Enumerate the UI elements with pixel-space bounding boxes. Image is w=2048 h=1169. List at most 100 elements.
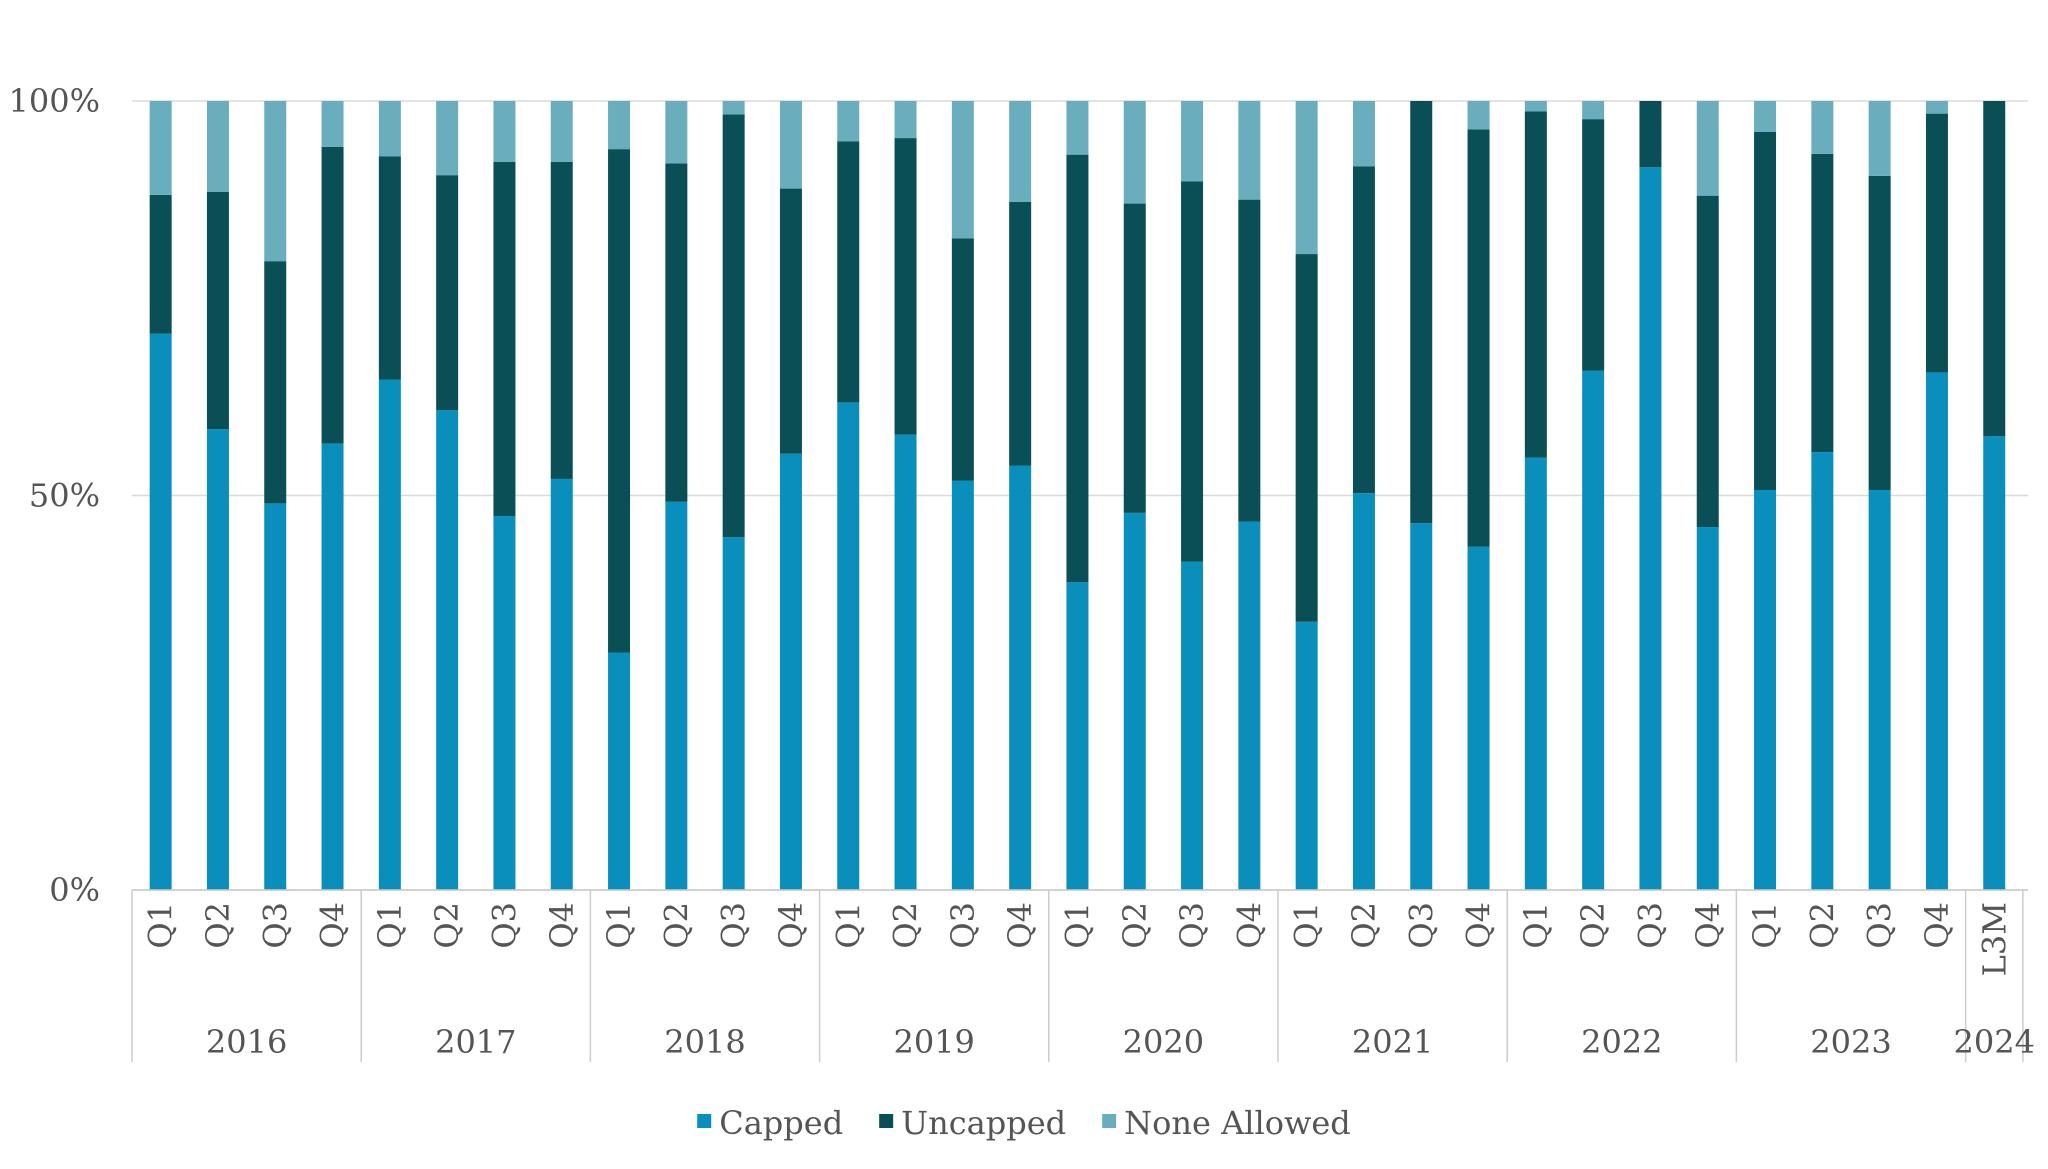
bar-segment-uncapped bbox=[321, 146, 344, 444]
bar-segment-uncapped bbox=[951, 238, 974, 481]
bar-segment-capped bbox=[206, 429, 229, 890]
bar-segment-uncapped bbox=[1925, 113, 1948, 373]
bar-segment-capped bbox=[378, 379, 401, 890]
x-tick-label: Q1 bbox=[1517, 902, 1555, 949]
bar-segment-uncapped bbox=[206, 191, 229, 430]
bar-segment-uncapped bbox=[1352, 166, 1375, 494]
bar-segment-uncapped bbox=[1467, 129, 1490, 547]
bar-segment-none-allowed bbox=[436, 101, 459, 176]
bar-segment-uncapped bbox=[1524, 111, 1547, 458]
bar-segment-uncapped bbox=[1238, 199, 1261, 522]
x-tick-label: Q4 bbox=[314, 902, 352, 949]
axes: 0% 50% 100% Q1 Q2 Q3 Q4 Q1 Q2 Q3 Q4 Q1 Q2 Q3 Q4 Q1 Q2 Q3 Q… bbox=[9, 82, 2035, 1062]
bar-segment-capped bbox=[1238, 521, 1261, 890]
bar-segment-none-allowed bbox=[1754, 101, 1777, 132]
bar-segment-none-allowed bbox=[493, 101, 516, 162]
bar-segment-capped bbox=[779, 453, 802, 890]
bar-segment-none-allowed bbox=[894, 101, 917, 139]
bar-segment-none-allowed bbox=[608, 101, 631, 150]
bar-segment-none-allowed bbox=[1696, 101, 1719, 196]
bar-segment-uncapped bbox=[1696, 195, 1719, 528]
bar-segment-none-allowed bbox=[1066, 101, 1089, 155]
x-tick-label: L3M bbox=[1975, 902, 2013, 976]
x-group-label: 2024 bbox=[1954, 1023, 2035, 1061]
bars bbox=[149, 101, 2006, 890]
x-group-label: 2018 bbox=[664, 1023, 745, 1061]
legend-swatch bbox=[697, 1114, 712, 1128]
bar-segment-capped bbox=[1467, 546, 1490, 890]
bar-segment-capped bbox=[493, 516, 516, 890]
bar-segment-none-allowed bbox=[1524, 101, 1547, 112]
bar-segment-uncapped bbox=[378, 156, 401, 380]
bar-segment-uncapped bbox=[493, 161, 516, 517]
x-tick-label: Q2 bbox=[657, 902, 695, 949]
x-tick-label: Q3 bbox=[1631, 902, 1669, 949]
x-tick-label: Q4 bbox=[1918, 902, 1956, 949]
x-tick-label: Q2 bbox=[1345, 902, 1383, 949]
bar-segment-none-allowed bbox=[1582, 101, 1605, 120]
bar-segment-none-allowed bbox=[837, 101, 860, 142]
bar-segment-capped bbox=[264, 503, 287, 890]
legend-item: None Allowed bbox=[1102, 1104, 1351, 1142]
x-group-label: 2020 bbox=[1123, 1023, 1204, 1061]
legend-item: Capped bbox=[697, 1104, 843, 1142]
bar-segment-uncapped bbox=[1009, 201, 1032, 466]
bar-segment-capped bbox=[1754, 489, 1777, 890]
x-tick-label: Q1 bbox=[142, 902, 180, 949]
bar-segment-capped bbox=[1696, 527, 1719, 890]
bar-segment-capped bbox=[1925, 372, 1948, 890]
bar-segment-capped bbox=[550, 478, 573, 890]
bar-segment-capped bbox=[321, 443, 344, 890]
bar-segment-none-allowed bbox=[1352, 101, 1375, 167]
x-group-label: 2021 bbox=[1352, 1023, 1433, 1061]
x-tick-label: Q1 bbox=[371, 902, 409, 949]
bar-segment-none-allowed bbox=[1295, 101, 1318, 255]
bar-segment-capped bbox=[1983, 436, 2006, 890]
bar-segment-capped bbox=[1066, 582, 1089, 890]
bar-segment-uncapped bbox=[1983, 101, 2006, 437]
bar-segment-none-allowed bbox=[1811, 101, 1834, 154]
bar-segment-capped bbox=[951, 480, 974, 890]
bar-segment-uncapped bbox=[1295, 254, 1318, 622]
bar-segment-uncapped bbox=[550, 161, 573, 479]
bar-segment-none-allowed bbox=[1868, 101, 1891, 176]
bar-segment-capped bbox=[1811, 452, 1834, 890]
bar-segment-uncapped bbox=[1582, 119, 1605, 371]
bar-segment-uncapped bbox=[665, 163, 688, 502]
x-tick-label: Q4 bbox=[1001, 902, 1039, 949]
bar-segment-none-allowed bbox=[779, 101, 802, 189]
y-tick-label: 100% bbox=[9, 82, 100, 120]
x-tick-label: Q3 bbox=[1173, 902, 1211, 949]
x-tick-label: Q4 bbox=[1230, 902, 1268, 949]
bar-segment-none-allowed bbox=[149, 101, 172, 195]
legend: Capped Uncapped None Allowed bbox=[697, 1104, 1351, 1142]
bar-segment-capped bbox=[1582, 370, 1605, 890]
bar-segment-none-allowed bbox=[206, 101, 229, 192]
bar-segment-capped bbox=[722, 537, 745, 890]
bar-segment-capped bbox=[894, 434, 917, 890]
x-tick-label: Q3 bbox=[1402, 902, 1440, 949]
y-tick-label: 50% bbox=[29, 477, 100, 515]
bar-segment-uncapped bbox=[1639, 101, 1662, 168]
x-tick-label: Q1 bbox=[1746, 902, 1784, 949]
bar-segment-uncapped bbox=[1181, 181, 1204, 562]
bar-segment-uncapped bbox=[894, 138, 917, 435]
x-tick-label: Q1 bbox=[1288, 902, 1326, 949]
bar-segment-capped bbox=[665, 501, 688, 890]
x-tick-label: Q2 bbox=[1574, 902, 1612, 949]
bar-segment-capped bbox=[1410, 523, 1433, 890]
bar-segment-none-allowed bbox=[665, 101, 688, 164]
bar-segment-capped bbox=[1639, 167, 1662, 890]
x-tick-label: Q3 bbox=[944, 902, 982, 949]
x-tick-label: Q2 bbox=[887, 902, 925, 949]
bar-segment-uncapped bbox=[149, 194, 172, 334]
x-tick-label: Q4 bbox=[543, 902, 581, 949]
bar-segment-none-allowed bbox=[1467, 101, 1490, 130]
bar-segment-capped bbox=[1524, 457, 1547, 890]
legend-label: None Allowed bbox=[1124, 1104, 1351, 1142]
bar-segment-capped bbox=[436, 410, 459, 890]
x-group-label: 2016 bbox=[206, 1023, 287, 1061]
x-tick-label: Q1 bbox=[829, 902, 867, 949]
bar-segment-uncapped bbox=[1066, 154, 1089, 583]
